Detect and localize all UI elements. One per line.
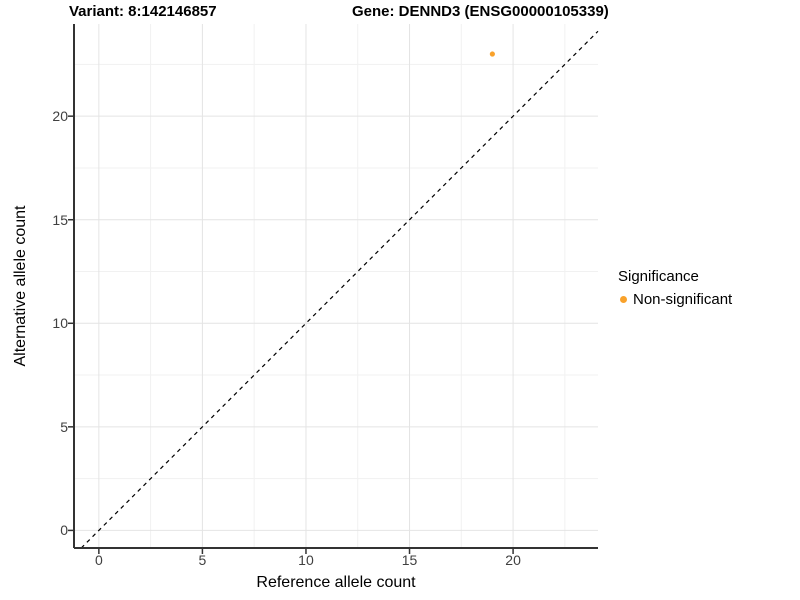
y-axis-title: Alternative allele count <box>12 205 29 367</box>
legend: Significance Non-significant <box>618 268 732 308</box>
y-tick-label: 5 <box>60 418 68 435</box>
x-tick-label: 20 <box>505 552 521 568</box>
x-tick-label: 10 <box>298 552 314 568</box>
y-tick-label: 10 <box>52 315 68 332</box>
legend-label: Non-significant <box>633 291 733 308</box>
y-tick-label: 0 <box>60 522 68 539</box>
plot-panel <box>68 24 599 554</box>
y-tick-label: 15 <box>52 211 68 228</box>
x-axis-title: Reference allele count <box>256 574 416 591</box>
legend-dot-icon <box>620 296 627 303</box>
data-point <box>489 51 495 57</box>
legend-items: Non-significant <box>618 291 732 308</box>
plot-title-variant: Variant: 8:142146857 <box>69 3 217 20</box>
plot-title-gene: Gene: DENND3 (ENSG00000105339) <box>352 3 609 20</box>
y-tick-label: 20 <box>52 108 68 125</box>
legend-title: Significance <box>618 268 699 285</box>
x-tick-label: 15 <box>401 552 418 568</box>
x-tick-label: 0 <box>94 552 103 568</box>
legend-item: Non-significant <box>618 291 732 308</box>
x-tick-label: 5 <box>198 552 207 568</box>
identity-line <box>80 30 599 549</box>
